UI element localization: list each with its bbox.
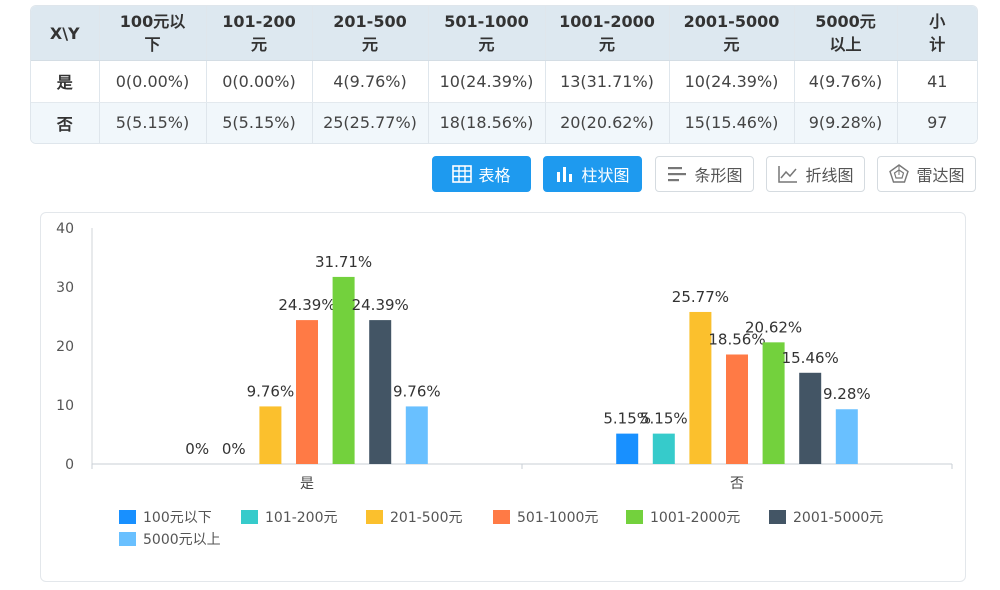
table-cell: 0(0.00%): [99, 60, 207, 103]
bar: [835, 409, 858, 464]
y-tick-label: 30: [56, 280, 74, 296]
view-button-label: 表格: [478, 166, 511, 185]
table-row-header: 是: [31, 60, 100, 103]
bar-data-label: 25.77%: [672, 288, 729, 306]
bar: [689, 311, 712, 464]
table-header-row: X\Y 100元以下 101-200 元 201-500 元 501-1000 元 1001-…: [31, 6, 977, 61]
bar: [332, 276, 355, 464]
legend-label: 100元以下: [143, 510, 212, 526]
bar: [652, 433, 675, 464]
y-tick-label: 20: [56, 339, 74, 355]
legend-label: 5000元以上: [143, 532, 221, 548]
bar-data-label: 24.39%: [278, 296, 335, 314]
bar: [762, 342, 785, 464]
bar-data-label: 20.62%: [745, 318, 802, 336]
legend-swatch: [119, 532, 136, 546]
table-cell: 20(20.62%): [545, 102, 670, 143]
bar: [369, 320, 392, 464]
table-col-header: 小计: [897, 6, 977, 61]
bar-data-label: 24.39%: [352, 296, 409, 314]
table-row-header: 否: [31, 102, 100, 143]
table-row: 否 5(5.15%) 5(5.15%) 25(25.77%) 18(18.56%) 20(…: [31, 102, 977, 143]
table-cell: 97: [897, 102, 977, 143]
y-tick-label: 40: [56, 221, 74, 237]
view-button-label: 条形图: [694, 166, 743, 185]
table-col-header: 100元以下: [99, 6, 207, 61]
table-col-header: 5000元 以上: [794, 6, 898, 61]
view-button-horizontal-bar[interactable]: 条形图: [655, 156, 754, 192]
view-button-label: 雷达图: [916, 166, 965, 185]
bar-data-label: 5.15%: [603, 410, 651, 428]
bar: [259, 406, 282, 464]
bar: [726, 354, 748, 464]
view-button-line-chart[interactable]: 折线图: [766, 156, 865, 192]
table-col-header: 201-500 元: [312, 6, 429, 61]
table-cell: 5(5.15%): [206, 102, 313, 143]
bar-data-label: 9.28%: [823, 385, 871, 403]
table-cell: 25(25.77%): [312, 102, 429, 143]
table-cell: 10(24.39%): [669, 60, 795, 103]
table-cell: 9(9.28%): [794, 102, 898, 143]
chart-card: 0 10 20 30 40 是 0% 0% 9.76% 24.39% 31.71% 24.39% 9.7…: [40, 212, 966, 582]
crosstab-table: X\Y 100元以下 101-200 元 201-500 元 501-1000 元 1001-…: [31, 6, 977, 143]
legend-label: 201-500元: [390, 510, 463, 526]
bar-chart: 0 10 20 30 40 是 0% 0% 9.76% 24.39% 31.71% 24.39% 9.7…: [56, 221, 953, 548]
bar-chart-icon: [555, 165, 575, 183]
line-chart-icon: [777, 164, 799, 184]
radar-chart-icon: [888, 163, 910, 185]
legend-label: 1001-2000元: [650, 510, 740, 526]
bar-data-label: 0%: [185, 440, 209, 458]
view-button-bar-chart[interactable]: 柱状图: [543, 156, 642, 192]
table-col-header: 501-1000 元: [428, 6, 546, 61]
table-cell: 13(31.71%): [545, 60, 670, 103]
table-body: 是 0(0.00%) 0(0.00%) 4(9.76%) 10(24.39%) 13(31…: [31, 60, 977, 143]
table-icon: [452, 165, 473, 183]
table-col-header: 101-200 元: [206, 6, 313, 61]
table-cell: 15(15.46%): [669, 102, 795, 143]
table-row: 是 0(0.00%) 0(0.00%) 4(9.76%) 10(24.39%) 13(31…: [31, 60, 977, 103]
table-cell: 5(5.15%): [99, 102, 207, 143]
horizontal-bar-icon: [666, 164, 688, 184]
bar-data-label: 0%: [222, 440, 246, 458]
legend-swatch: [493, 510, 510, 524]
table-cell: 41: [897, 60, 977, 103]
legend-label: 2001-5000元: [793, 510, 883, 526]
bar: [405, 406, 428, 464]
crosstab-table-container: X\Y 100元以下 101-200 元 201-500 元 501-1000 元 1001-…: [30, 5, 978, 144]
legend-swatch: [119, 510, 136, 524]
view-button-radar-chart[interactable]: 雷达图: [877, 156, 976, 192]
table-cell: 4(9.76%): [312, 60, 429, 103]
bar-data-label: 5.15%: [640, 410, 688, 428]
bar-data-label: 18.56%: [708, 330, 765, 348]
view-button-table[interactable]: 表格: [432, 156, 531, 192]
table-cell: 18(18.56%): [428, 102, 546, 143]
table-cell: 0(0.00%): [206, 60, 313, 103]
view-button-label: 柱状图: [581, 166, 630, 185]
bar-data-label: 9.76%: [247, 382, 295, 400]
legend-label: 501-1000元: [517, 510, 598, 526]
legend-swatch: [366, 510, 383, 524]
bar-data-label: 31.71%: [315, 253, 372, 271]
bar: [616, 433, 639, 464]
bar: [799, 372, 822, 464]
table-cell: 10(24.39%): [428, 60, 546, 103]
legend-swatch: [626, 510, 643, 524]
y-tick-label: 10: [56, 398, 74, 414]
bar-data-label: 15.46%: [782, 349, 839, 367]
table-corner-header: X\Y: [31, 6, 100, 61]
bar: [296, 320, 318, 464]
table-col-header: 1001-2000 元: [545, 6, 670, 61]
x-category-label: 否: [730, 476, 744, 492]
legend-label: 101-200元: [265, 510, 338, 526]
view-button-label: 折线图: [805, 166, 854, 185]
x-category-label: 是: [300, 476, 314, 492]
legend-swatch: [241, 510, 258, 524]
table-col-header: 2001-5000 元: [669, 6, 795, 61]
y-tick-label: 0: [65, 457, 74, 473]
legend-swatch: [769, 510, 786, 524]
table-cell: 4(9.76%): [794, 60, 898, 103]
bar-data-label: 9.76%: [393, 382, 441, 400]
